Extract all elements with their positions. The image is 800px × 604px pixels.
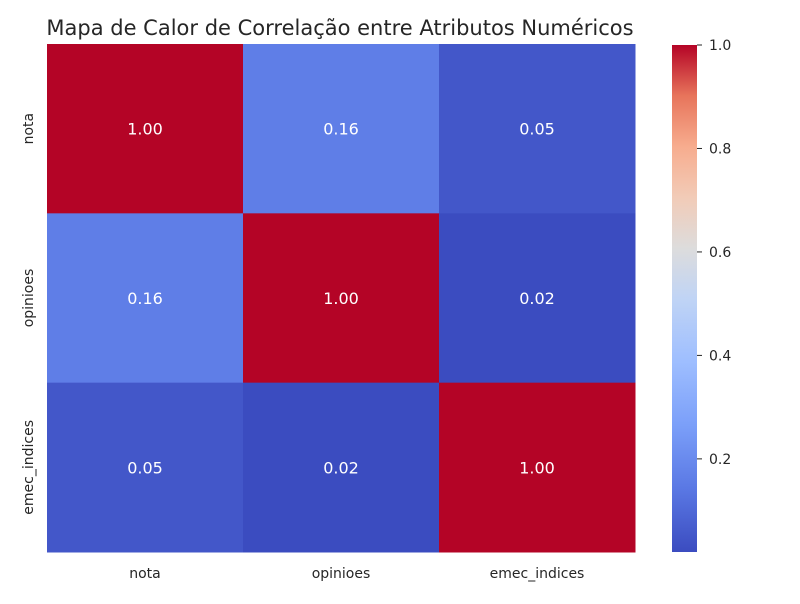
heatmap-cell-nota-nota <box>47 44 244 214</box>
colorbar-ticks: 0.2 0.4 0.6 0.8 1.0 <box>697 38 731 468</box>
cell-annotation: 0.02 <box>323 458 359 477</box>
cell-annotation: 0.05 <box>127 458 163 477</box>
cell-annotation: 1.00 <box>127 120 163 139</box>
heatmap-cell-opinioes-emec_indices <box>439 213 636 384</box>
chart-title: Mapa de Calor de Correlação entre Atribu… <box>46 16 633 40</box>
colorbar-tick-label: 1.0 <box>709 38 731 54</box>
colorbar-tick-label: 0.8 <box>709 141 731 157</box>
heatmap-cells <box>47 44 636 553</box>
colorbar-tick-label: 0.2 <box>709 452 731 468</box>
y-tick-label: emec_indices <box>21 420 37 515</box>
x-axis: nota opinioes emec_indices <box>129 566 584 582</box>
y-tick-label: opinioes <box>21 269 37 328</box>
heatmap-annotations: 1.00 0.16 0.05 0.16 1.00 0.02 0.05 0.02 1.00 <box>127 120 555 478</box>
x-tick-label: emec_indices <box>490 566 585 582</box>
cell-annotation: 1.00 <box>519 458 555 477</box>
x-tick-label: nota <box>129 566 161 582</box>
heatmap-cell-emec_indices-nota <box>47 382 244 553</box>
heatmap-cell-opinioes-nota <box>47 213 244 384</box>
colorbar <box>672 45 697 552</box>
heatmap-cell-emec_indices-emec_indices <box>439 382 636 553</box>
x-tick-label: opinioes <box>312 566 371 582</box>
colorbar-tick-label: 0.4 <box>709 348 731 364</box>
cell-annotation: 1.00 <box>323 289 359 308</box>
heatmap-cell-nota-opinioes <box>243 44 440 214</box>
y-axis: nota opinioes emec_indices <box>21 113 37 515</box>
y-tick-label: nota <box>21 113 37 145</box>
cell-annotation: 0.16 <box>127 289 163 308</box>
heatmap-cell-opinioes-opinioes <box>243 213 440 384</box>
cell-annotation: 0.16 <box>323 120 359 139</box>
colorbar-tick-label: 0.6 <box>709 245 731 261</box>
cell-annotation: 0.05 <box>519 120 555 139</box>
cell-annotation: 0.02 <box>519 289 555 308</box>
heatmap-cell-nota-emec_indices <box>439 44 636 214</box>
heatmap-cell-emec_indices-opinioes <box>243 382 440 553</box>
